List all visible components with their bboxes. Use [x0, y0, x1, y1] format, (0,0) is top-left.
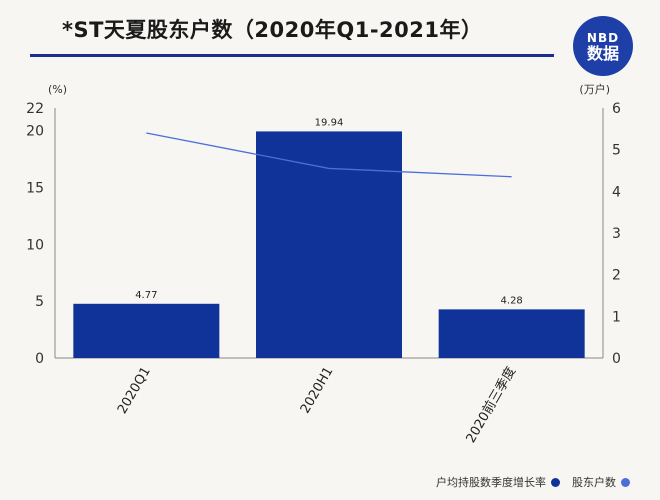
- shareholder-count-line: [146, 132, 512, 178]
- bar-data-label: 19.94: [315, 117, 344, 128]
- chart-legend: 户均持股数季度增长率 股东户数: [424, 474, 630, 490]
- x-category-label: 2020Q1: [115, 365, 154, 417]
- left-axis-unit: (%): [48, 83, 67, 96]
- legend-item-bar: 户均持股数季度增长率: [436, 474, 560, 490]
- right-axis-unit: (万户): [579, 82, 610, 96]
- legend-item-line: 股东户数: [572, 474, 630, 490]
- title-underline: [30, 54, 554, 57]
- legend-label-line: 股东户数: [572, 476, 616, 489]
- bar-data-label: 4.28: [501, 295, 523, 306]
- bar: [73, 303, 220, 358]
- right-tick-label: 0: [612, 351, 621, 367]
- bar: [256, 131, 402, 358]
- chart-title: *ST天夏股东户数（2020年Q1-2021年）: [62, 18, 483, 42]
- left-tick-label: 20: [26, 124, 44, 140]
- right-tick-label: 5: [612, 143, 621, 159]
- logo-text-nbd: NBD: [586, 31, 620, 45]
- right-tick-label: 1: [612, 309, 621, 325]
- logo-text-data: 数据: [586, 44, 619, 63]
- x-category-label: 2020前三季度: [463, 364, 519, 446]
- left-tick-label: 10: [26, 237, 44, 253]
- right-tick-label: 6: [612, 101, 621, 117]
- left-tick-label: 0: [35, 351, 44, 367]
- right-tick-label: 3: [612, 226, 621, 242]
- left-tick-label: 15: [26, 181, 44, 197]
- right-tick-label: 2: [612, 268, 621, 284]
- x-category-label: 2020H1: [298, 365, 337, 417]
- left-tick-label: 5: [35, 294, 44, 310]
- right-tick-label: 4: [612, 184, 621, 200]
- bar: [438, 309, 585, 358]
- legend-swatch-line: [621, 477, 630, 487]
- legend-swatch-bar: [551, 477, 560, 487]
- legend-label-bar: 户均持股数季度增长率: [436, 476, 546, 489]
- nbd-logo: NBD 数据: [573, 16, 633, 76]
- bar-data-label: 4.77: [135, 290, 157, 301]
- left-tick-label: 22: [26, 101, 44, 117]
